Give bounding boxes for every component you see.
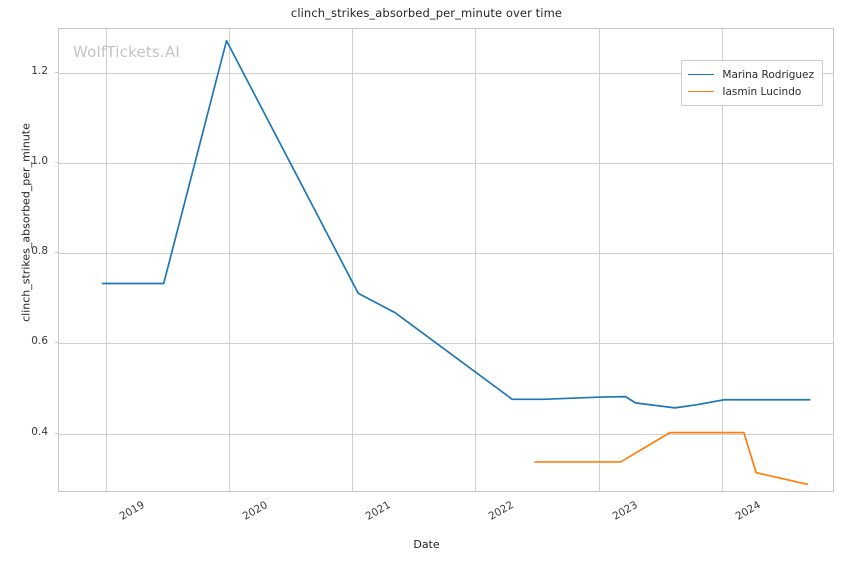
grid-line-vertical [105, 29, 107, 491]
legend-item: Marina Rodriguez [688, 66, 814, 83]
grid-line-vertical [352, 29, 354, 491]
grid-lines [59, 29, 833, 491]
grid-line-horizontal [59, 343, 833, 345]
grid-line-vertical [721, 29, 723, 491]
x-tick-label: 2019 [117, 499, 147, 523]
y-tick-mark [54, 432, 58, 434]
line-series-svg [102, 39, 811, 486]
x-tick-label: 2024 [733, 499, 763, 523]
y-tick-mark [54, 162, 58, 164]
series-line-2 [534, 431, 809, 486]
y-tick-mark [54, 252, 58, 254]
grid-line-horizontal [59, 73, 833, 75]
y-tick-label: 1.0 [31, 155, 48, 168]
legend-label-1: Marina Rodriguez [722, 68, 814, 81]
y-tick-mark [54, 72, 58, 74]
series-line-1 [102, 39, 811, 409]
y-tick-label: 0.4 [31, 425, 48, 438]
x-axis-label: Date [413, 538, 440, 551]
legend-color-swatch-1 [688, 74, 715, 75]
legend-item: Iasmin Lucindo [688, 83, 814, 100]
grid-line-horizontal [59, 253, 833, 255]
x-tick-label: 2022 [486, 499, 517, 523]
y-tick-label: 0.6 [31, 335, 48, 348]
y-tick-label: 1.2 [31, 65, 48, 78]
grid-line-vertical [475, 29, 477, 491]
x-tick-label: 2023 [610, 499, 640, 523]
grid-line-vertical [598, 29, 600, 491]
y-axis-label: clinch_strikes_absorbed_per_minute [19, 123, 33, 322]
legend-color-swatch-2 [688, 91, 715, 92]
x-tick-label: 2020 [240, 499, 270, 523]
y-tick-mark [54, 342, 58, 344]
chart-legend: Marina Rodriguez Iasmin Lucindo [681, 60, 823, 106]
legend-label-2: Iasmin Lucindo [722, 85, 802, 98]
grid-line-horizontal [59, 163, 833, 165]
grid-line-vertical [228, 29, 230, 491]
x-tick-label: 2021 [363, 499, 393, 523]
y-tick-label: 0.8 [31, 245, 48, 258]
chart-title: clinch_strikes_absorbed_per_minute over … [290, 6, 563, 20]
series-canvas [59, 29, 833, 491]
grid-line-horizontal [59, 433, 833, 435]
